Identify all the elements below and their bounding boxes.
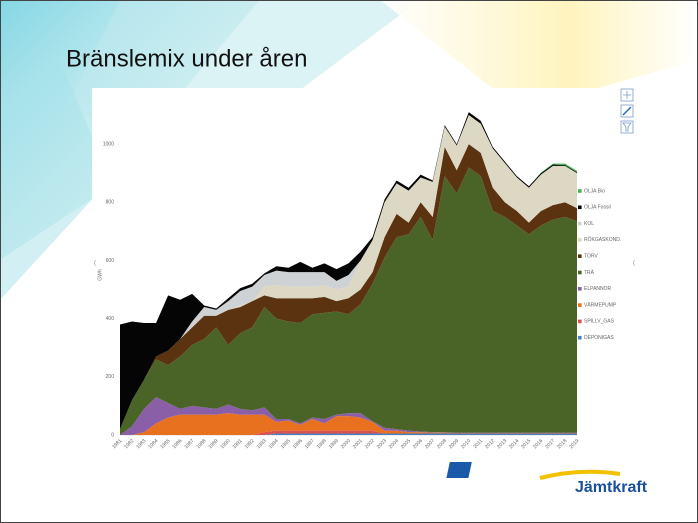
y-tick-label: 1000: [103, 141, 114, 147]
legend-swatch: [578, 287, 582, 291]
logo-swoosh: [539, 469, 621, 480]
legend-label: OLJA Bio: [584, 188, 605, 194]
tool-filter-icon: [622, 122, 632, 132]
y-axis-label: GWh: [97, 269, 103, 281]
legend-swatch: [578, 303, 582, 307]
legend-label: OLJA Fossil: [584, 205, 611, 211]
chart-tools[interactable]: [620, 88, 634, 134]
area: [120, 413, 577, 435]
tool-add-icon: [623, 91, 631, 99]
area: [120, 397, 577, 435]
y-tick-label: 200: [106, 374, 115, 380]
handle: (: [633, 261, 635, 267]
legend-swatch: [578, 238, 582, 242]
area: [120, 433, 577, 435]
legend-swatch: [578, 189, 582, 193]
legend-label: TRÄ: [584, 269, 595, 276]
legend-label: KOL: [584, 221, 594, 227]
y-tick-label: 400: [106, 316, 115, 322]
legend-swatch: [578, 335, 582, 340]
legend-label: VÄRMEPUMP: [584, 301, 617, 308]
bg-shape: [380, 0, 698, 110]
slide-title: Bränslemix under åren: [66, 45, 307, 72]
tool-style-icon: [622, 106, 632, 116]
area: [120, 430, 577, 435]
y-tick-label: 0: [111, 432, 114, 438]
legend-label: DEPONIGAS: [584, 335, 614, 341]
area: [120, 167, 577, 435]
handle: (: [94, 261, 96, 267]
legend-swatch: [578, 221, 582, 226]
area: [120, 112, 577, 430]
legend-swatch: [578, 319, 582, 324]
logo-text: Jämtkraft: [575, 479, 648, 496]
bg-shape: [0, 60, 110, 300]
legend-label: RÖKGASKOND.: [584, 236, 621, 243]
legend-swatch: [578, 254, 582, 258]
legend-swatch: [578, 270, 582, 275]
legend-label: TORV: [584, 254, 598, 260]
legend-label: SPILLV_GAS: [584, 319, 615, 325]
legend-label: ELPANNOR: [584, 286, 612, 292]
logo-mark: [446, 462, 472, 478]
y-tick-label: 600: [106, 258, 115, 264]
y-tick-label: 800: [106, 200, 115, 206]
legend-swatch: [578, 205, 582, 210]
logo: Jämtkraft: [446, 462, 648, 496]
